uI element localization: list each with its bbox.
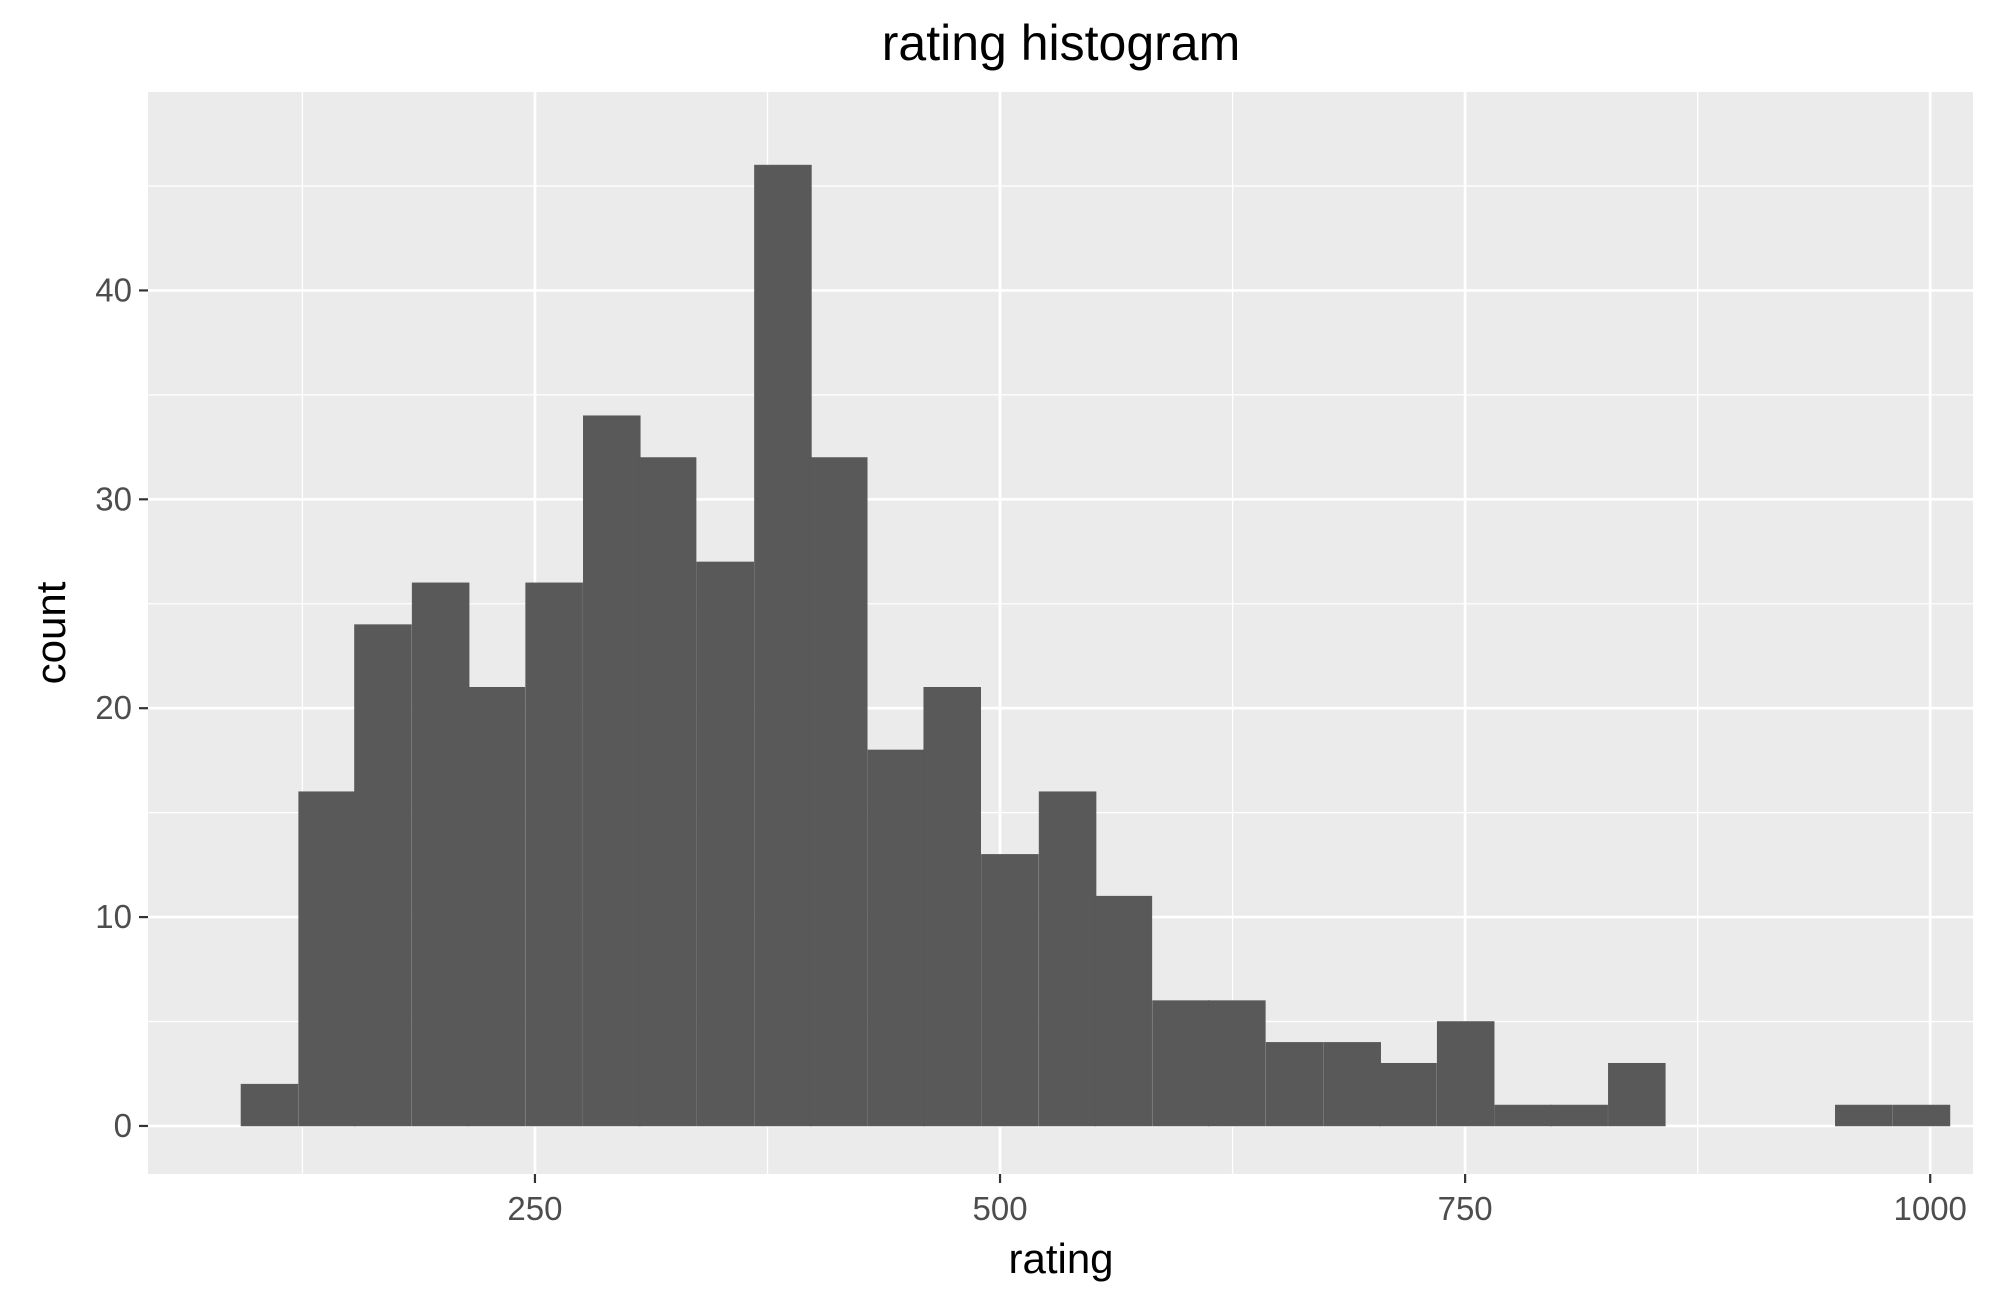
histogram-bar bbox=[1379, 1062, 1437, 1127]
y-tick-label: 30 bbox=[95, 480, 132, 517]
histogram-bar bbox=[696, 561, 755, 1127]
histogram-bar bbox=[1323, 1042, 1381, 1127]
histogram-bar bbox=[1094, 895, 1153, 1127]
histogram-bar bbox=[638, 457, 697, 1127]
histogram-bar bbox=[467, 687, 526, 1127]
histogram-bar bbox=[1038, 791, 1097, 1127]
histogram-bar bbox=[809, 457, 868, 1127]
histogram-bar bbox=[867, 749, 926, 1127]
x-axis: 250 500 750 1000 bbox=[507, 1174, 1967, 1227]
x-tick-label: 250 bbox=[507, 1190, 562, 1227]
y-tick-label: 0 bbox=[114, 1107, 132, 1144]
histogram-bar bbox=[1152, 1000, 1210, 1127]
histogram-bar bbox=[1494, 1104, 1553, 1127]
x-tick-label: 750 bbox=[1438, 1190, 1493, 1227]
histogram-bar bbox=[1436, 1021, 1495, 1127]
histogram-bar bbox=[411, 582, 470, 1127]
x-axis-title: rating bbox=[1008, 1235, 1113, 1282]
histogram-bar bbox=[525, 582, 583, 1127]
x-tick-label: 1000 bbox=[1894, 1190, 1967, 1227]
histogram-bar bbox=[1265, 1042, 1324, 1127]
y-axis: 0 10 20 30 40 bbox=[95, 271, 148, 1144]
histogram-bar bbox=[981, 854, 1039, 1127]
histogram-bar bbox=[298, 791, 356, 1127]
histogram-bar bbox=[354, 624, 412, 1127]
histogram-bar bbox=[1550, 1104, 1608, 1127]
histogram-bar bbox=[754, 164, 812, 1127]
histogram-bars bbox=[240, 164, 1951, 1127]
x-tick-label: 500 bbox=[973, 1190, 1028, 1227]
histogram-bar bbox=[1608, 1062, 1666, 1127]
y-tick-label: 40 bbox=[95, 271, 132, 308]
histogram-bar bbox=[1835, 1104, 1893, 1127]
y-axis-title: count bbox=[27, 581, 74, 684]
histogram-bar bbox=[240, 1083, 299, 1127]
histogram-bar bbox=[583, 415, 641, 1127]
histogram-bar bbox=[923, 687, 981, 1127]
y-tick-label: 20 bbox=[95, 689, 132, 726]
y-tick-label: 10 bbox=[95, 898, 132, 935]
chart-title: rating histogram bbox=[882, 15, 1241, 71]
histogram-bar bbox=[1208, 1000, 1266, 1127]
histogram-bar bbox=[1892, 1104, 1951, 1127]
